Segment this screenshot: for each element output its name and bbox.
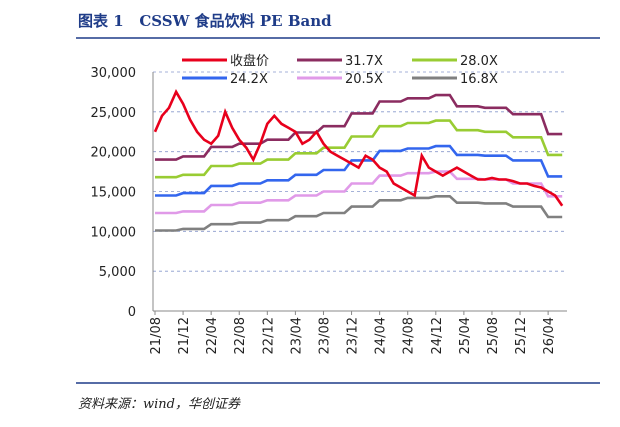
x-tick-label: 23/08 — [317, 317, 332, 354]
x-tick-label: 22/12 — [261, 317, 276, 354]
series-line — [155, 195, 563, 232]
x-tick-label: 21/08 — [149, 317, 164, 354]
source-note: 资料来源：wind，华创证券 — [78, 397, 241, 412]
x-tick-label: 24/04 — [374, 317, 389, 354]
y-tick-label: 25,000 — [91, 106, 137, 121]
x-tick-label: 26/04 — [542, 317, 557, 354]
y-tick-label: 5,000 — [99, 265, 136, 280]
y-tick-label: 30,000 — [91, 66, 137, 81]
y-tick-label: 15,000 — [91, 186, 137, 201]
series-line — [153, 89, 564, 207]
legend-label: 24.2X — [230, 72, 268, 87]
y-tick-label: 10,000 — [91, 225, 137, 240]
x-tick-label: 22/04 — [205, 317, 220, 354]
x-tick-label: 22/08 — [233, 317, 248, 354]
y-tick-label: 0 — [128, 305, 136, 320]
chart-title: 图表 1 CSSW 食品饮料 PE Band — [78, 12, 332, 30]
legend-label: 28.0X — [460, 54, 498, 69]
x-tick-label: 25/04 — [458, 317, 473, 354]
x-tick-label: 25/12 — [514, 317, 529, 354]
x-tick-label: 25/08 — [486, 317, 501, 354]
x-tick-label: 23/04 — [289, 317, 304, 354]
series-line — [155, 119, 563, 179]
y-tick-label: 20,000 — [91, 146, 137, 161]
x-tick-label: 21/12 — [177, 317, 192, 354]
series-line — [155, 144, 563, 197]
x-tick-label: 23/12 — [346, 317, 361, 354]
legend-label: 20.5X — [345, 72, 383, 87]
series-line — [155, 93, 563, 161]
legend-label: 收盘价 — [230, 53, 269, 69]
x-tick-label: 24/08 — [402, 317, 417, 354]
legend-label: 16.8X — [460, 72, 498, 87]
x-tick-label: 24/12 — [430, 317, 445, 354]
legend-label: 31.7X — [345, 54, 383, 69]
